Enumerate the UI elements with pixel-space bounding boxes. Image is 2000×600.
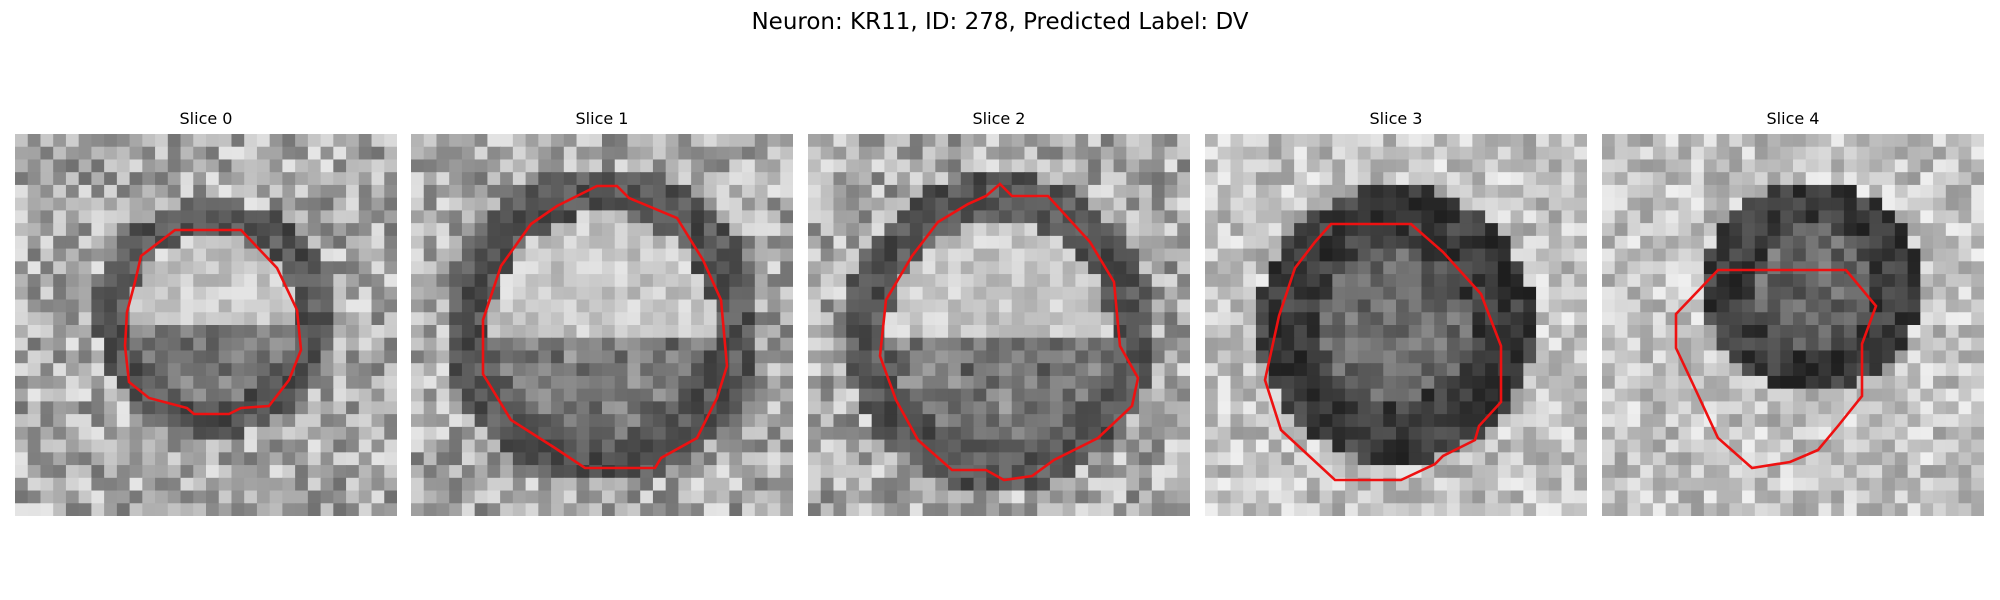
- neuron-contour: [878, 182, 1140, 482]
- neuron-contour: [123, 228, 303, 416]
- slice-image: [808, 134, 1190, 516]
- slice-title: Slice 4: [1766, 109, 1820, 128]
- figure-title: Neuron: KR11, ID: 278, Predicted Label: …: [751, 9, 1249, 35]
- slice-image: [1205, 134, 1587, 516]
- slice-title: Slice 1: [575, 109, 629, 128]
- neuron-contour: [481, 184, 729, 470]
- slice-title: Slice 0: [179, 109, 233, 128]
- slice-image: [411, 134, 793, 516]
- slice-title: Slice 3: [1369, 109, 1423, 128]
- slice-image: [1602, 134, 1984, 516]
- slice-title: Slice 2: [972, 109, 1026, 128]
- neuron-contour: [1263, 222, 1503, 482]
- neuron-contour: [1674, 268, 1878, 470]
- slice-image: [15, 134, 397, 516]
